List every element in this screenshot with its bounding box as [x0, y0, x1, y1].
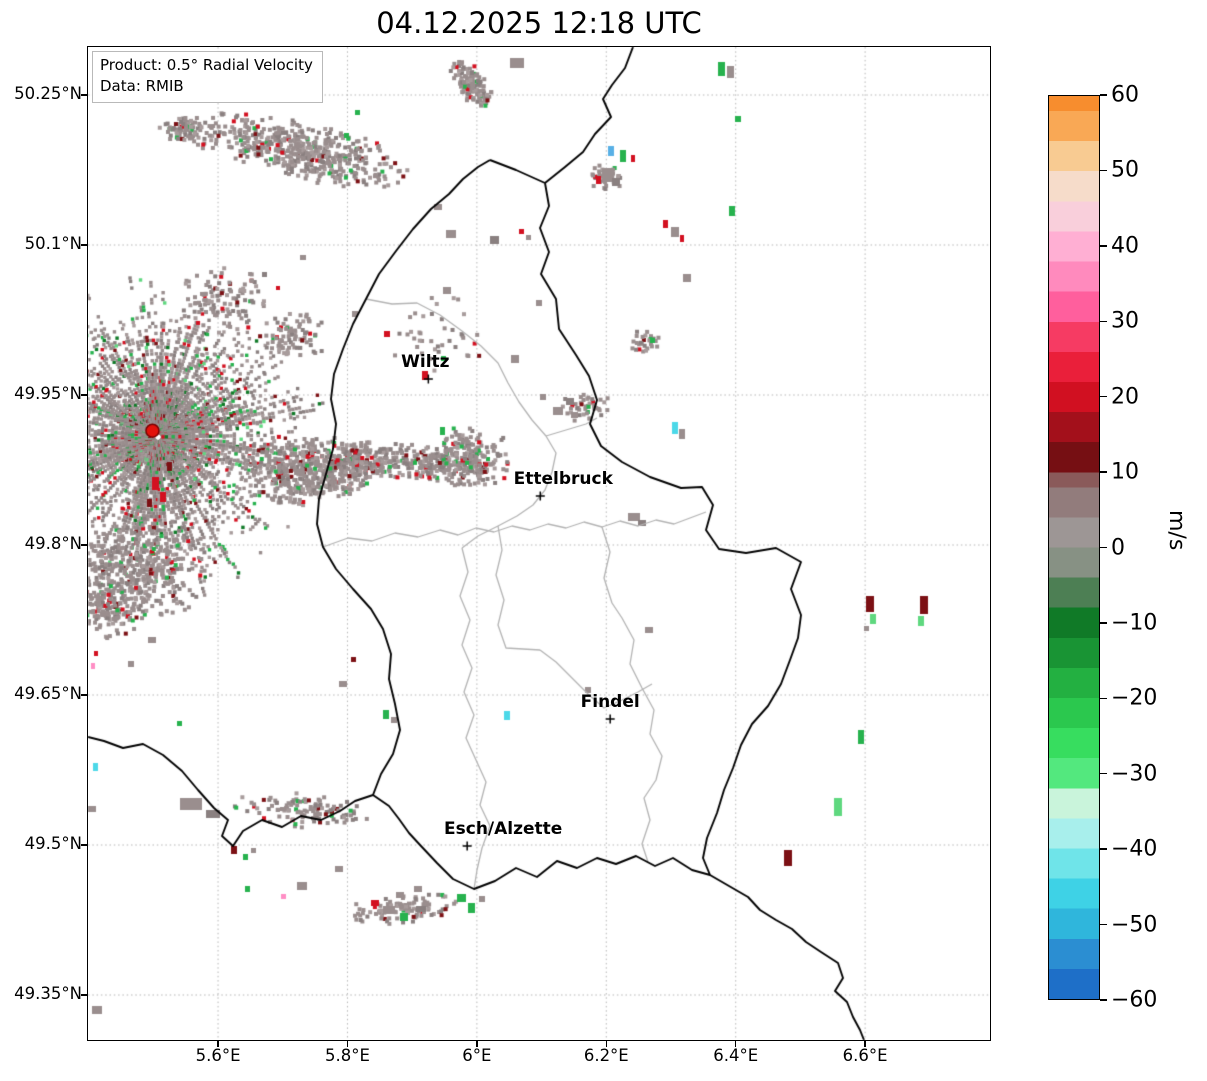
x-tick-label: 6.4°E [713, 1046, 759, 1065]
y-tick-mark [81, 94, 87, 96]
y-tick-label: 50.1°N [24, 234, 82, 253]
colorbar-unit-label: m/s [1164, 510, 1189, 551]
colorbar-tick-mark [1100, 622, 1107, 624]
data-source-label: Data: RMIB [100, 77, 184, 95]
city-label-findel: Findel [580, 692, 640, 712]
colorbar-tick-mark [1100, 697, 1107, 700]
y-tick-label: 49.35°N [14, 984, 82, 1003]
colorbar-tick-mark [1100, 320, 1107, 322]
x-tick-mark [476, 1041, 478, 1047]
colorbar-tick-label: −10 [1111, 610, 1158, 636]
colorbar-tick-mark [1100, 546, 1107, 549]
colorbar-tick-mark [1100, 923, 1107, 926]
y-tick-mark [81, 394, 87, 396]
x-tick-mark [217, 1041, 219, 1047]
velocity-colorbar [1048, 95, 1100, 1000]
colorbar-tick-label: −60 [1111, 987, 1158, 1013]
city-label-esch-alzette: Esch/Alzette [444, 819, 563, 839]
x-tick-mark [735, 1041, 737, 1047]
y-tick-mark [81, 244, 87, 246]
colorbar-tick-label: 40 [1111, 233, 1139, 259]
colorbar-tick-label: 0 [1111, 535, 1125, 560]
y-tick-label: 49.95°N [14, 384, 82, 403]
y-tick-label: 49.65°N [14, 684, 82, 703]
colorbar-tick-mark [1100, 773, 1107, 775]
y-tick-mark [81, 544, 87, 546]
x-tick-label: 5.8°E [325, 1046, 370, 1065]
colorbar-tick-label: −30 [1111, 761, 1158, 787]
colorbar-tick-label: 50 [1111, 157, 1139, 183]
y-tick-label: 49.8°N [24, 534, 82, 553]
colorbar-tick-mark [1100, 245, 1107, 247]
x-tick-label: 6.2°E [583, 1046, 629, 1065]
colorbar-tick-mark [1100, 999, 1107, 1001]
colorbar-tick-label: 60 [1111, 82, 1139, 108]
colorbar-tick-mark [1100, 94, 1107, 96]
product-name-label: Product: 0.5° Radial Velocity [100, 56, 313, 74]
colorbar-tick-label: 30 [1111, 308, 1139, 334]
x-tick-label: 5.6°E [195, 1046, 241, 1065]
y-tick-mark [81, 994, 87, 996]
y-tick-label: 49.5°N [24, 834, 82, 853]
x-tick-mark [864, 1041, 866, 1047]
product-info-box: Product: 0.5° Radial Velocity Data: RMIB [92, 51, 323, 103]
x-tick-label: 6°E [462, 1046, 492, 1065]
colorbar-tick-label: 10 [1111, 459, 1139, 485]
colorbar-tick-mark [1100, 169, 1107, 172]
colorbar-tick-mark [1100, 395, 1107, 398]
colorbar-tick-label: −50 [1111, 912, 1158, 938]
colorbar-tick-label: −20 [1111, 685, 1158, 711]
colorbar-tick-mark [1100, 471, 1107, 473]
x-tick-mark [605, 1041, 607, 1047]
city-label-wiltz: Wiltz [401, 352, 450, 372]
x-tick-label: 6.6°E [842, 1046, 888, 1065]
y-tick-label: 50.25°N [14, 84, 82, 103]
y-tick-mark [81, 694, 87, 696]
y-tick-mark [81, 844, 87, 846]
colorbar-tick-label: −40 [1111, 836, 1158, 862]
city-label-ettelbruck: Ettelbruck [513, 469, 613, 489]
x-tick-mark [346, 1041, 349, 1047]
figure-title: 04.12.2025 12:18 UTC [376, 6, 702, 40]
colorbar-tick-label: 20 [1111, 384, 1139, 410]
colorbar-tick-mark [1100, 848, 1107, 850]
